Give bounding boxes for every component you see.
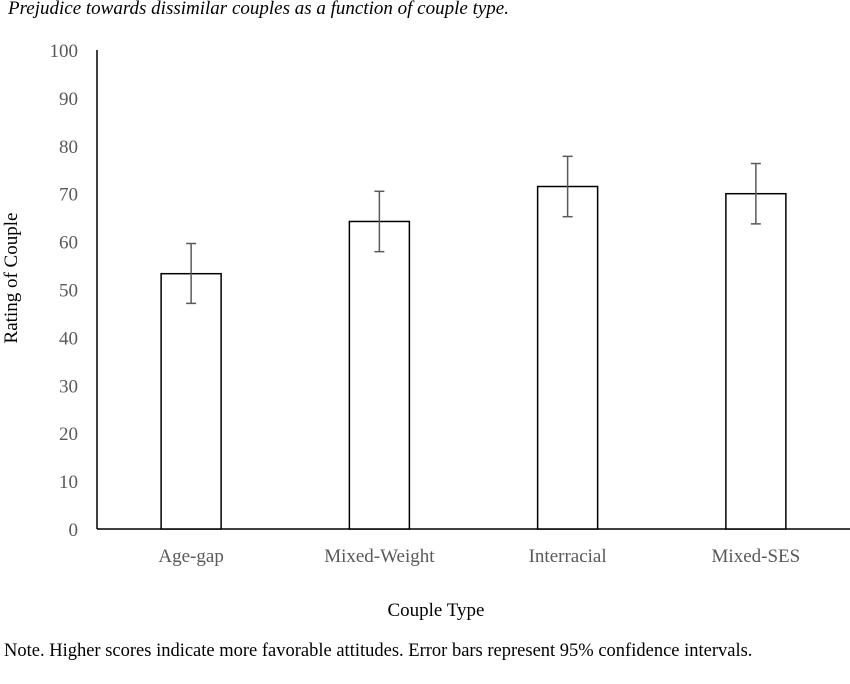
y-tick-label: 50 — [59, 281, 78, 302]
bar-chart: 0 10 20 30 40 50 60 70 80 90 100 Age-gap Mixed-Weig… — [1, 41, 850, 621]
y-tick-label: 40 — [59, 328, 78, 349]
bar-mixed-weight — [348, 220, 411, 530]
y-axis-title: Rating of Couple — [1, 213, 22, 344]
y-tick-label: 30 — [59, 376, 78, 397]
x-tick-label: Mixed-SES — [712, 546, 801, 567]
x-axis-title: Couple Type — [387, 600, 484, 621]
y-axis: 0 10 20 30 40 50 60 70 80 90 100 — [50, 41, 98, 541]
x-axis: Age-gap Mixed-Weight Interracial Mixed-SES — [97, 528, 850, 567]
y-tick-label: 90 — [59, 89, 78, 110]
y-tick-label: 10 — [59, 472, 78, 493]
chart-note: Note. Higher scores indicate more favora… — [4, 641, 753, 661]
x-tick-label: Age-gap — [158, 546, 223, 567]
y-tick-label: 0 — [69, 520, 79, 541]
bar-age-gap — [160, 272, 222, 530]
bar-mixed-ses — [725, 192, 787, 530]
y-tick-label: 100 — [50, 41, 79, 62]
y-tick-label: 60 — [59, 233, 78, 254]
bars — [160, 155, 787, 530]
bar-interracial — [536, 185, 599, 530]
y-tick-label: 70 — [59, 185, 78, 206]
x-tick-label: Mixed-Weight — [324, 546, 435, 567]
y-tick-label: 80 — [59, 137, 78, 158]
chart-title: Prejudice towards dissimilar couples as … — [8, 0, 509, 19]
x-tick-label: Interracial — [529, 546, 607, 567]
y-tick-label: 20 — [59, 424, 78, 445]
